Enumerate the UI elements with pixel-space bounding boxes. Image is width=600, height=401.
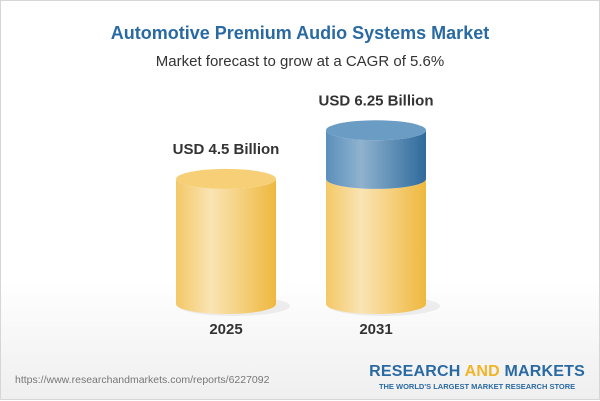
category-label-2031: 2031 (359, 321, 392, 338)
source-url[interactable]: https://www.researchandmarkets.com/repor… (15, 374, 270, 386)
chart-title: Automotive Premium Audio Systems Market (110, 23, 490, 43)
category-label-2025: 2025 (209, 321, 242, 338)
cylinder-2025 (176, 178, 276, 314)
research-and-markets-logo: RESEARCH AND MARKETS THE WORLD'S LARGEST… (369, 363, 585, 391)
data-label-2025: USD 4.5 Billion (173, 141, 280, 158)
cylinder-base-2031 (326, 178, 426, 314)
cylinder-2025-top (176, 168, 276, 189)
logo-tagline: THE WORLD'S LARGEST MARKET RESEARCH STOR… (378, 382, 576, 391)
cylinder-growth-2031 (326, 130, 426, 189)
chart-subtitle: Market forecast to grow at a CAGR of 5.6… (155, 53, 445, 70)
data-label-2031: USD 6.25 Billion (318, 92, 433, 109)
cylinder-growth-2031-top (326, 120, 426, 141)
